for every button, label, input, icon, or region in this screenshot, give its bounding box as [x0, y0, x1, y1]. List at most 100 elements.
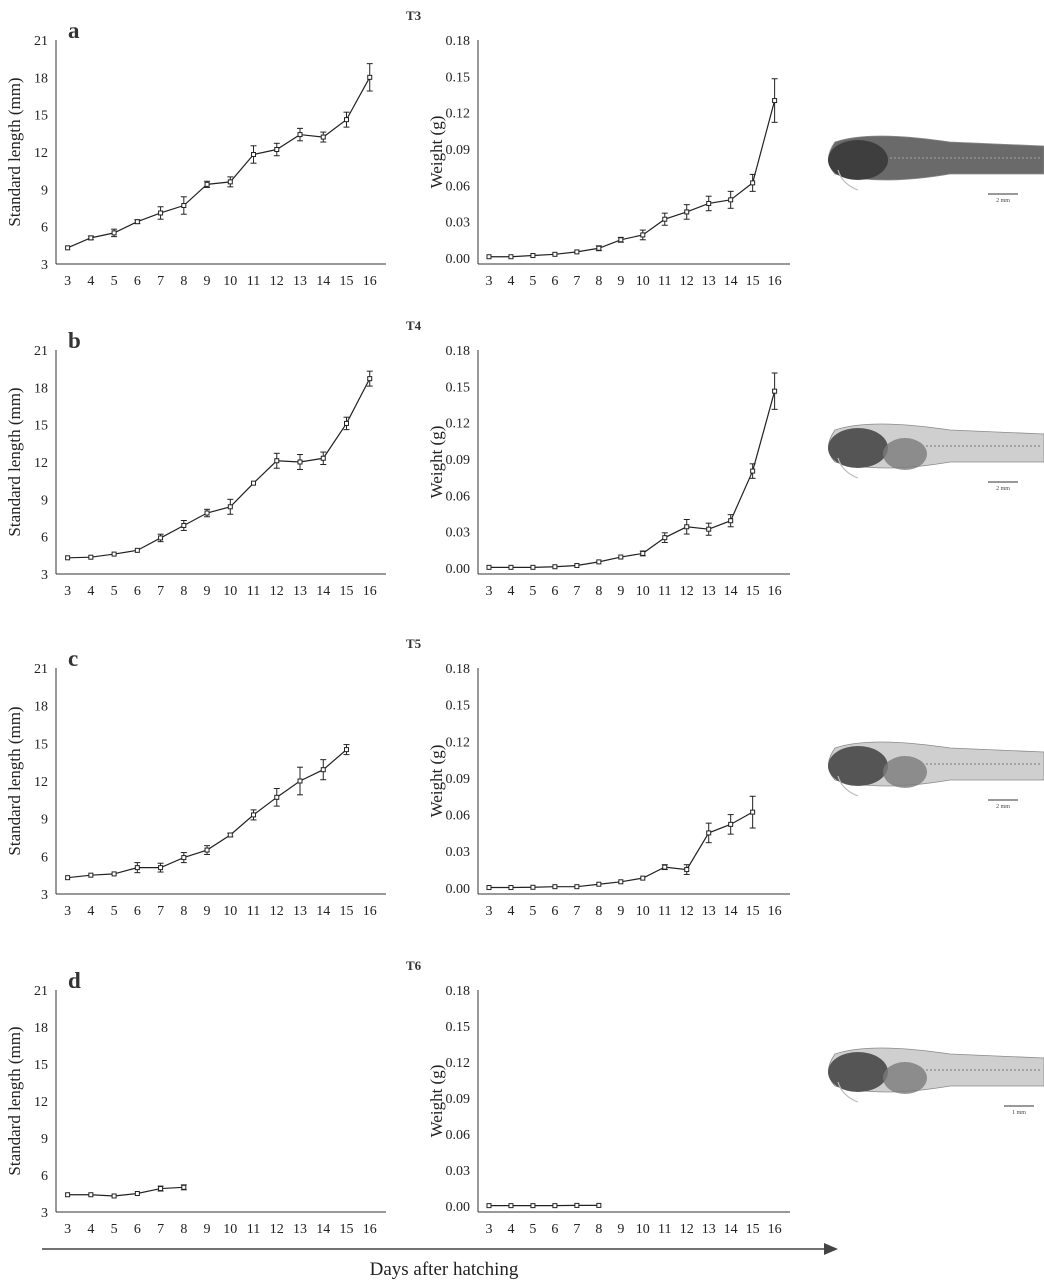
y-tick-label: 0.03 — [446, 216, 471, 231]
x-tick-label: 16 — [768, 274, 782, 289]
data-point — [618, 879, 624, 885]
data-point — [88, 872, 94, 878]
x-tick-label: 5 — [529, 274, 536, 289]
x-tick-label: 9 — [617, 904, 624, 919]
x-tick-label: 15 — [339, 274, 353, 289]
panel-letter: c — [68, 646, 78, 671]
x-tick-label: 12 — [270, 584, 284, 599]
x-tick-label: 11 — [658, 1222, 671, 1237]
x-tick-label: 10 — [636, 274, 650, 289]
treatment-label: T3 — [406, 8, 422, 23]
y-tick-label: 6 — [41, 850, 48, 865]
y-tick-label: 9 — [41, 493, 48, 508]
data-point — [640, 550, 646, 556]
x-tick-label: 11 — [247, 1222, 260, 1237]
x-tick-label: 5 — [529, 584, 536, 599]
data-point — [552, 1203, 558, 1209]
x-tick-label: 12 — [270, 274, 284, 289]
x-tick-label: 5 — [111, 274, 118, 289]
data-point — [204, 847, 210, 853]
x-tick-label: 6 — [551, 904, 558, 919]
x-tick-label: 15 — [339, 1222, 353, 1237]
x-tick-label: 7 — [573, 274, 580, 289]
y-tick-label: 15 — [34, 109, 48, 124]
x-tick-label: 9 — [617, 1222, 624, 1237]
data-point — [297, 132, 303, 138]
x-tick-label: 3 — [64, 274, 71, 289]
x-tick-label: 8 — [180, 584, 187, 599]
data-point — [158, 210, 164, 216]
data-point — [65, 245, 71, 251]
y-tick-label: 9 — [41, 1132, 48, 1147]
data-point — [552, 251, 558, 257]
x-tick-label: 13 — [702, 904, 716, 919]
y-tick-label: 0.15 — [446, 1020, 471, 1035]
data-point — [297, 459, 303, 465]
x-tick-label: 3 — [64, 584, 71, 599]
x-tick-label: 16 — [363, 1222, 377, 1237]
axes-t6 — [477, 990, 790, 1213]
axes-t3 — [477, 40, 790, 265]
y-tick-label: 0.00 — [446, 562, 471, 577]
data-point — [227, 832, 233, 838]
series-line — [67, 77, 371, 249]
x-tick-label: 16 — [768, 904, 782, 919]
y-tick-label: 0.00 — [446, 1200, 471, 1215]
x-tick-label: 9 — [204, 1222, 211, 1237]
y-tick-label: 0.09 — [446, 453, 471, 468]
series-line — [67, 749, 347, 879]
x-tick-label: 5 — [529, 1222, 536, 1237]
y-tick-label: 0.15 — [446, 70, 471, 85]
chart-panel-t5: 0.00 0.03 0.06 0.09 0.12 0.15 0.18 3 4 5 6 7 8 9 10 11 1… — [406, 636, 790, 919]
data-point — [88, 1192, 94, 1198]
x-tick-label: 7 — [573, 1222, 580, 1237]
x-tick-label: 10 — [223, 584, 237, 599]
data-point — [508, 254, 514, 260]
data-point — [367, 74, 373, 80]
axes-b — [55, 350, 386, 575]
data-point — [530, 253, 536, 259]
x-tick-label: 9 — [617, 274, 624, 289]
x-tick-label: 11 — [658, 274, 671, 289]
x-tick-label: 4 — [507, 1222, 514, 1237]
x-tick-label: 13 — [702, 274, 716, 289]
x-tick-label: 16 — [363, 274, 377, 289]
x-tick-label: 14 — [724, 1222, 738, 1237]
y-tick-label: 0.03 — [446, 526, 471, 541]
axes-a — [55, 40, 386, 265]
larva-head — [828, 746, 888, 786]
y-tick-label: 18 — [34, 700, 48, 715]
y-tick-label: 0.15 — [446, 380, 471, 395]
x-tick-label: 7 — [157, 1222, 164, 1237]
x-tick-label: 8 — [595, 904, 602, 919]
x-tick-label: 5 — [111, 904, 118, 919]
larva-barbel — [837, 457, 859, 479]
data-point — [181, 1184, 187, 1190]
data-point — [728, 821, 734, 827]
data-point — [297, 778, 303, 784]
data-point — [111, 871, 117, 877]
x-tick-label: 5 — [529, 904, 536, 919]
x-tick-label: 7 — [573, 584, 580, 599]
x-tick-label: 15 — [339, 904, 353, 919]
data-point — [640, 875, 646, 881]
data-point — [343, 117, 349, 123]
y-tick-label: 15 — [34, 1058, 48, 1073]
x-tick-label: 13 — [702, 1222, 716, 1237]
scale-bar-label: 2 mm — [996, 804, 1010, 810]
treatment-label: T6 — [406, 958, 422, 973]
y-tick-label: 0.18 — [446, 344, 471, 359]
x-tick-label: 3 — [64, 904, 71, 919]
scale-bar-label: 1 mm — [1012, 1110, 1026, 1116]
axes-t4 — [477, 350, 790, 575]
series-line — [67, 378, 371, 559]
data-point — [772, 98, 778, 104]
data-point — [552, 564, 558, 570]
data-point — [684, 867, 690, 873]
data-point — [596, 559, 602, 565]
y-axis-title: Standard length (mm) — [5, 77, 24, 226]
x-tick-label: 7 — [157, 274, 164, 289]
x-tick-label: 13 — [293, 1222, 307, 1237]
x-tick-label: 11 — [247, 584, 260, 599]
